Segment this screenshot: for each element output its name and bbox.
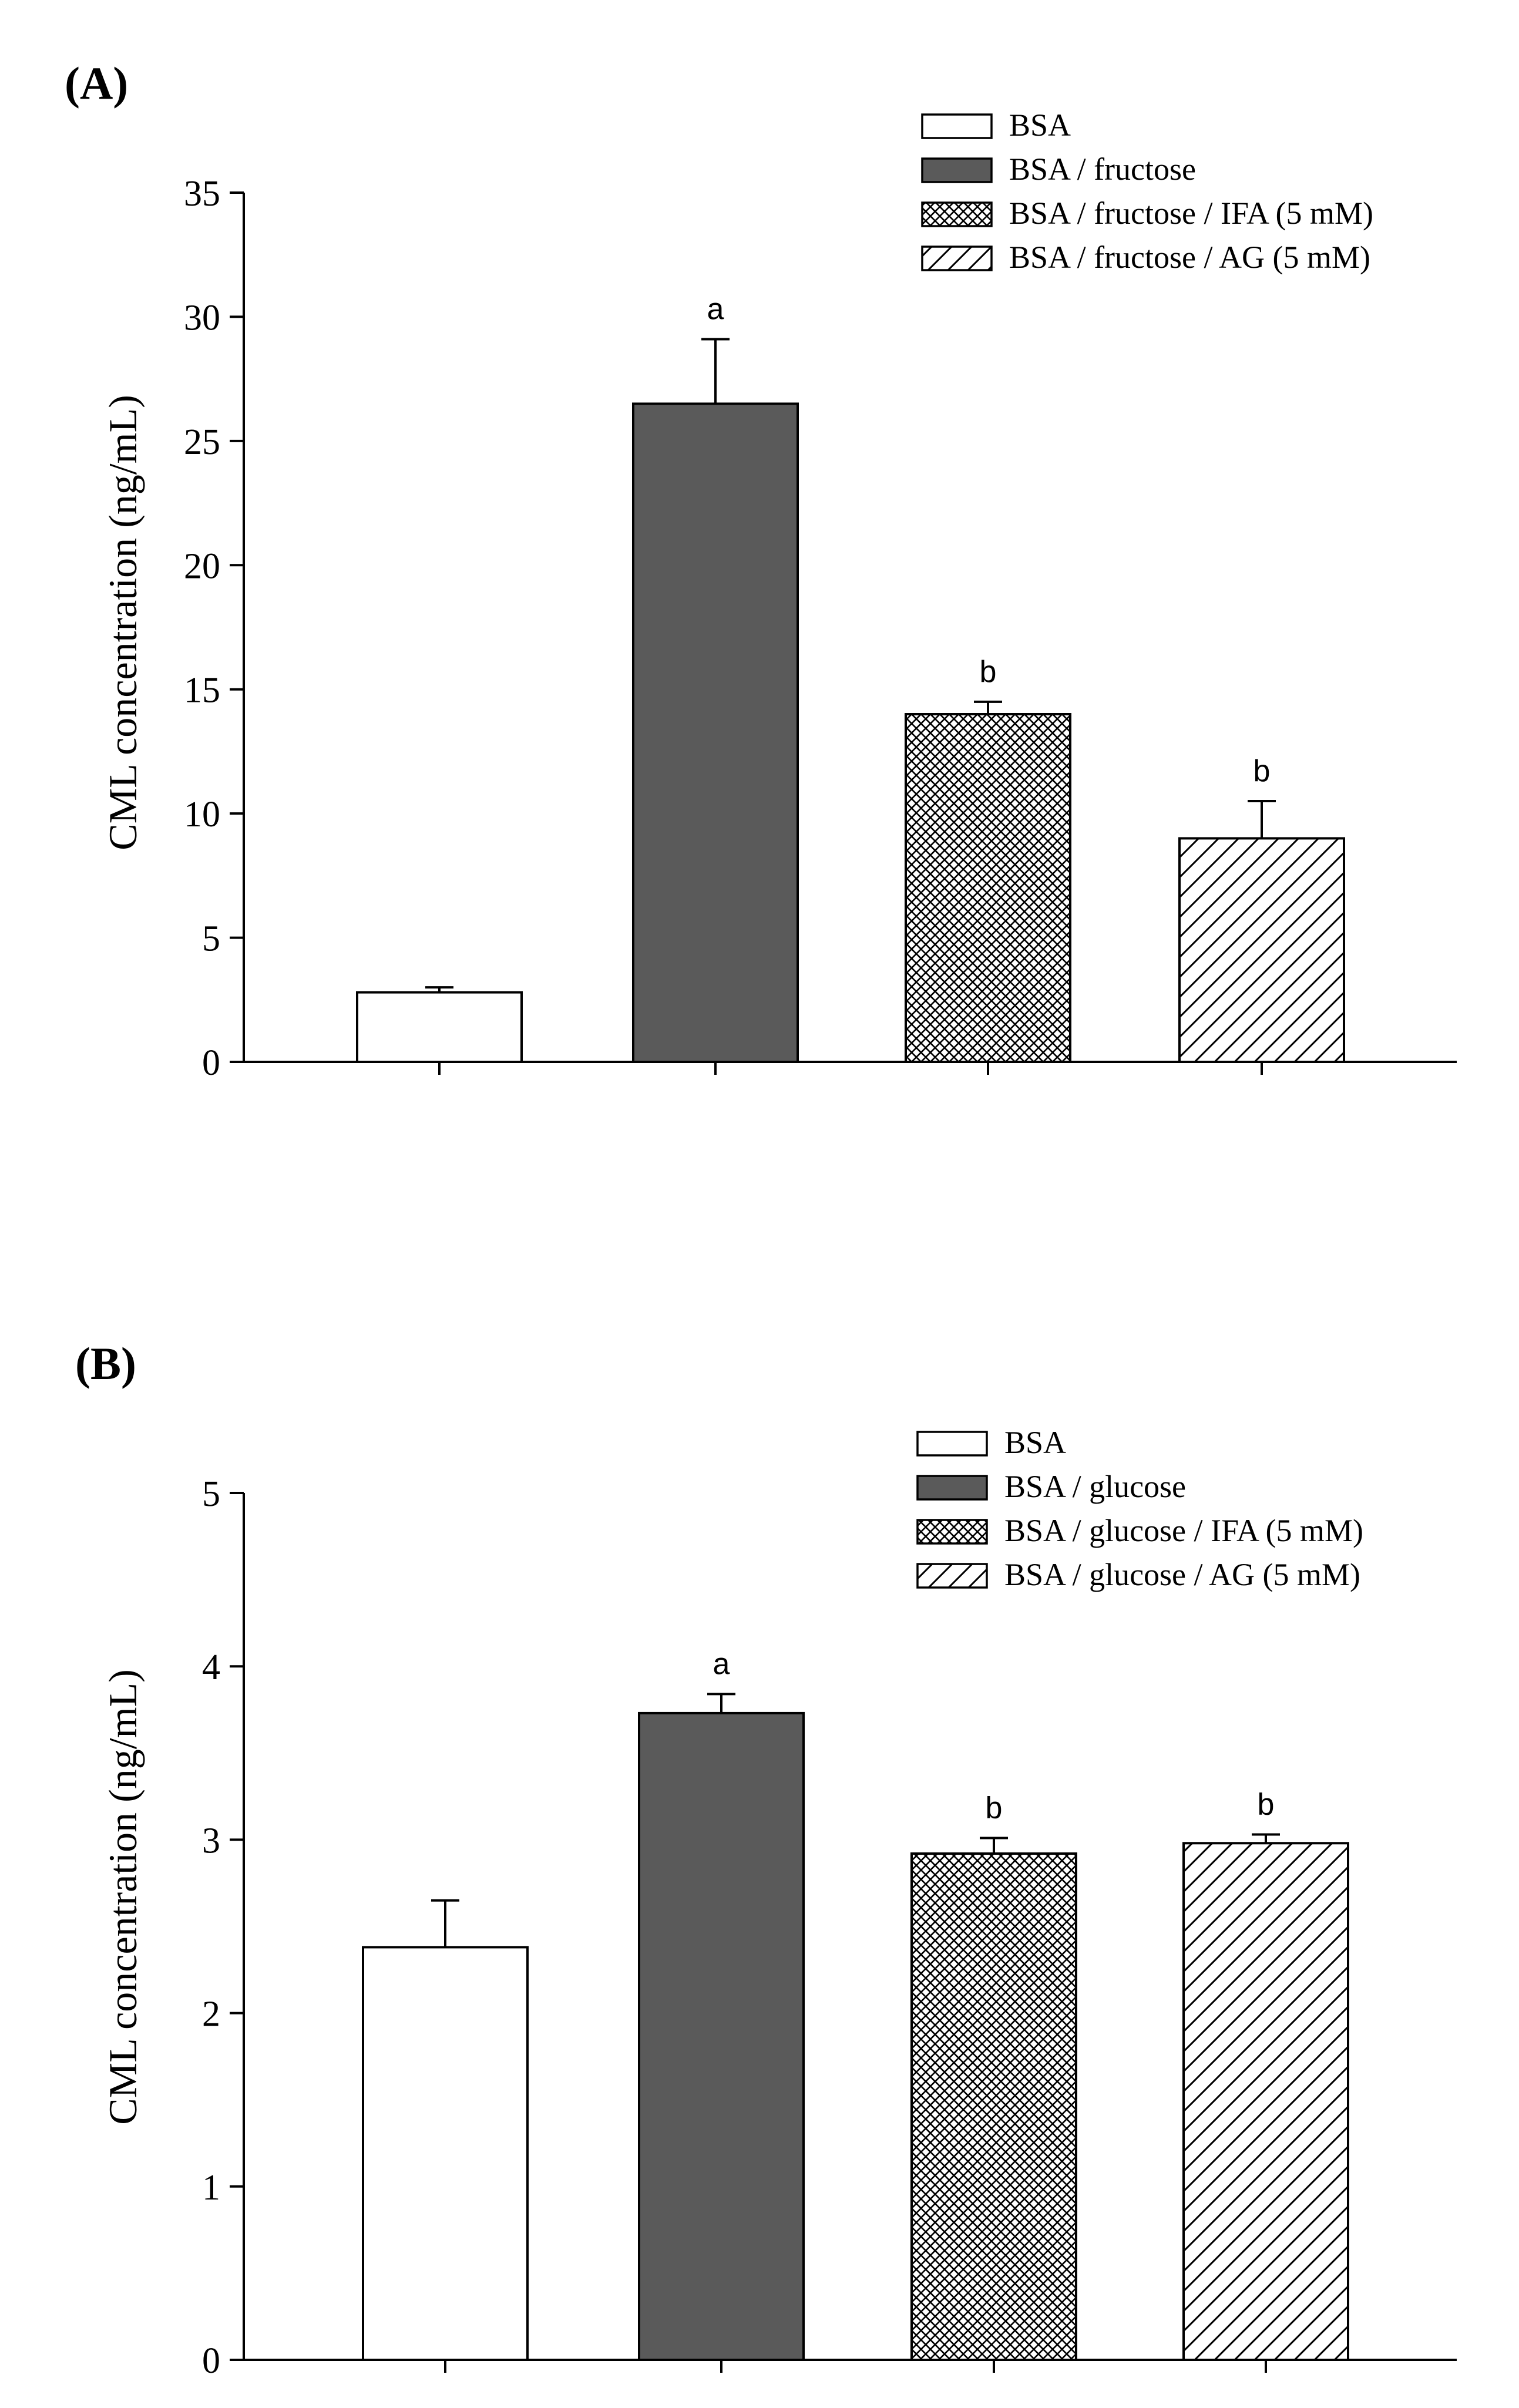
panel-a-legend-label-3: BSA / fructose / IFA (5 mM) [1009, 196, 1373, 231]
panel-a-y-tick-label: 30 [184, 298, 220, 338]
panel-a-legend: BSA BSA / fructose BSA / fructose / IFA (5… [921, 107, 1373, 275]
panel-a-bar-4 [1178, 837, 1345, 1064]
panel-a-legend-label-1: BSA [1009, 107, 1071, 143]
panel-b-legend-swatch-1 [916, 1431, 988, 1457]
panel-b-legend-label-1: BSA [1004, 1425, 1066, 1460]
panel-b-y-tick-label: 3 [202, 1821, 220, 1861]
panel-a-legend-swatch-3 [921, 201, 993, 227]
panel-b-y-tick-label: 5 [202, 1474, 220, 1514]
panel-b-bar-1 [362, 1946, 529, 2362]
panel-b-significance-letter-3: b [986, 1791, 1003, 1825]
panel-a-significance-letter-4: b [1253, 754, 1271, 788]
panel-a-y-tick-label: 10 [184, 795, 220, 835]
panel-a-y-tick-label: 20 [184, 546, 220, 586]
panel-b-y-tick-label: 4 [202, 1647, 220, 1687]
panel-a-legend-swatch-2 [921, 157, 993, 183]
panel-a-chart: (A) BSA BSA / fructose BSA / fructose / IF… [65, 58, 1457, 1083]
panel-a-plot-area: 0 5 10 15 20 25 30 35 a b b [184, 174, 1457, 1083]
panel-b-y-tick-label: 2 [202, 1995, 220, 2034]
panel-b-label: (B) [75, 1338, 136, 1389]
panel-a-y-tick-label: 0 [202, 1043, 220, 1083]
panel-b-legend-swatch-4 [916, 1563, 988, 1589]
panel-a-significance-letter-2: a [707, 292, 724, 326]
panel-a-legend-label-2: BSA / fructose [1009, 152, 1196, 187]
panel-b-bar-2 [638, 1711, 805, 2361]
panel-a-legend-swatch-1 [921, 113, 993, 139]
panel-a-legend-swatch-4 [921, 245, 993, 271]
panel-b-legend-swatch-2 [916, 1475, 988, 1501]
panel-b-y-tick-label: 1 [202, 2168, 220, 2208]
panel-b-legend-label-3: BSA / glucose / IFA (5 mM) [1004, 1513, 1363, 1548]
panel-b-legend-label-2: BSA / glucose [1004, 1469, 1186, 1504]
panel-b-legend: BSA BSA / glucose BSA / glucose / IFA (5 m… [916, 1425, 1363, 1592]
panel-a-y-tick-label: 15 [184, 671, 220, 711]
panel-b-y-tick-label: 0 [202, 2341, 220, 2381]
panel-b-bar-4 [1182, 1842, 1349, 2361]
panel-b-legend-label-4: BSA / glucose / AG (5 mM) [1004, 1557, 1360, 1592]
panel-b-chart: (B) BSA BSA / glucose BSA / glucose / IFA … [75, 1338, 1457, 2381]
panel-a-y-tick-label: 5 [202, 919, 220, 959]
panel-a-y-tick-label: 25 [184, 422, 220, 462]
panel-a-legend-label-4: BSA / fructose / AG (5 mM) [1009, 240, 1370, 275]
panel-b-significance-letter-4: b [1258, 1788, 1275, 1822]
panel-a-bar-2 [632, 402, 799, 1063]
panel-b-y-axis-label: CML concentration (ng/mL) [100, 1669, 145, 2125]
panel-a-bar-3 [905, 713, 1071, 1063]
panel-a-y-tick-label: 35 [184, 174, 220, 214]
panel-b-significance-letter-2: a [713, 1647, 730, 1681]
panel-a-bar-1 [356, 991, 523, 1063]
panel-a-y-axis-label: CML concentration (ng/mL) [100, 395, 145, 850]
panel-b-plot-area: 0 1 2 3 4 5 a b b [202, 1474, 1457, 2381]
panel-a-label: (A) [65, 58, 128, 109]
panel-b-bar-3 [910, 1852, 1077, 2362]
panel-b-legend-swatch-3 [916, 1519, 988, 1545]
panel-a-significance-letter-3: b [980, 655, 997, 689]
